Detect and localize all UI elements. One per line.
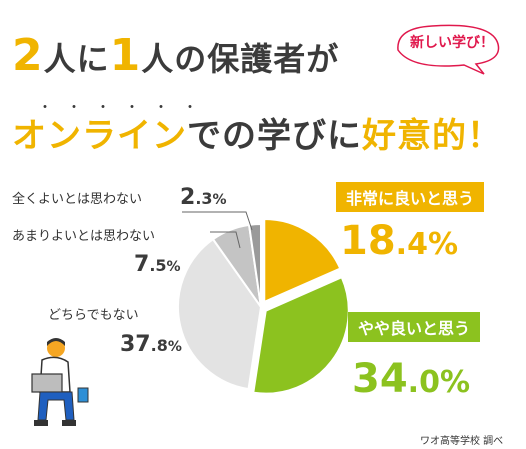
value-neutral: 37.8% <box>120 332 182 357</box>
emphasis-dots: ・・・・・・ <box>38 100 212 116</box>
label-bad: あまりよいとは思わない <box>12 229 156 244</box>
value-very-good: 18.4% <box>340 218 459 264</box>
headline-line2: オンラインでの学びに好意的！ <box>12 108 502 157</box>
person-with-laptop-illustration <box>31 338 89 426</box>
value-somewhat-good: 34.0% <box>352 356 471 402</box>
slice-very-bad <box>247 222 262 308</box>
value-very-bad: 2.3% <box>180 185 227 210</box>
headline-middle: での学びに <box>187 116 362 156</box>
bubble-text: 新しい学び！ <box>410 35 494 51</box>
slice-somewhat-good <box>252 275 350 395</box>
headline-positive: 好意的！ <box>362 116 502 156</box>
source-note: ワオ高等学校 調べ <box>420 436 504 447</box>
leader-line-bad <box>210 231 241 249</box>
pie-slices <box>177 217 350 395</box>
slice-neutral <box>177 237 263 391</box>
speech-bubble <box>397 24 500 75</box>
slice-very-good <box>263 217 342 304</box>
label-neutral: どちらでもない <box>48 308 139 323</box>
label-somewhat-good: やや良いと思う <box>348 312 481 342</box>
value-bad: 7.5% <box>134 252 181 277</box>
headline-text-1: 人に <box>43 40 110 78</box>
headline-online: オンライン <box>12 116 187 156</box>
headline-number-2: 1 <box>109 30 142 81</box>
leader-line-very-bad <box>182 211 253 231</box>
label-very-bad: 全くよいとは思わない <box>12 192 143 207</box>
headline-line1: 2人に1人の保護者が <box>12 30 339 81</box>
headline-text-2: 人の保護者が <box>141 40 340 78</box>
headline-number-1: 2 <box>12 30 44 81</box>
label-very-good: 非常に良いと思う <box>336 182 485 212</box>
